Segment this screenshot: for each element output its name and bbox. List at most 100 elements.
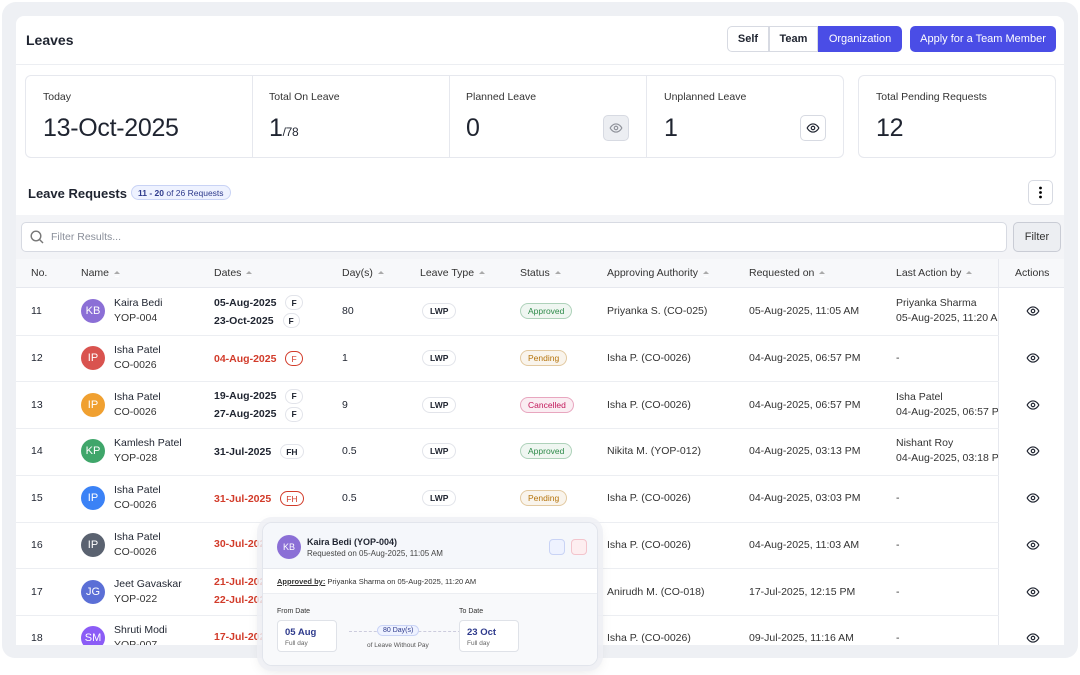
column-header: Actions: [1015, 267, 1050, 279]
leave-date: 05-Aug-2025 F: [214, 295, 303, 311]
status-badge: Approved: [520, 303, 573, 320]
eye-icon[interactable]: [1026, 585, 1040, 599]
stat-suffix: /78: [282, 125, 299, 139]
cancel-button[interactable]: [571, 539, 587, 555]
last-action-at: 04-Aug-2025, 06:57 PM: [896, 405, 998, 418]
column-header[interactable]: Day(s): [342, 267, 384, 279]
day-count: 0.5: [342, 492, 357, 505]
column-header[interactable]: Last Action by: [896, 267, 973, 279]
requested-on: 04-Aug-2025, 06:57 PM: [749, 352, 861, 365]
leave-type: LWP: [422, 396, 457, 413]
stat-value: 12: [876, 114, 904, 142]
table-header: [16, 259, 1064, 288]
sort-icon[interactable]: [819, 271, 826, 274]
stat-label: Today: [43, 91, 72, 103]
row-number: 11: [31, 305, 42, 318]
search-placeholder: Filter Results...: [51, 231, 122, 243]
stat-label: Planned Leave: [466, 91, 537, 103]
eye-pupil: [1030, 309, 1036, 314]
stat-label: Total Pending Requests: [876, 91, 987, 103]
approving-authority: Isha P. (CO-0026): [607, 352, 691, 365]
stat-divider: [646, 76, 647, 157]
eye-outline: [1026, 493, 1040, 503]
eye-icon[interactable]: [806, 121, 820, 135]
row-number: 12: [31, 352, 43, 365]
employee-name: Kamlesh Patel: [114, 437, 182, 450]
more-button[interactable]: [1028, 180, 1053, 205]
days-sub: of Leave Without Pay: [367, 642, 429, 649]
employee-name: Shruti Modi: [114, 624, 168, 637]
scope-tab[interactable]: Self: [727, 26, 769, 52]
avatar: IP: [81, 532, 105, 557]
scope-tab[interactable]: Team: [769, 26, 818, 52]
day-count: 1: [342, 352, 348, 365]
approving-authority: Anirudh M. (CO-018): [607, 585, 705, 598]
eye-icon[interactable]: [1026, 538, 1040, 552]
sort-icon[interactable]: [377, 271, 384, 274]
leave-type: LWP: [422, 443, 457, 460]
actions-divider: [998, 259, 999, 659]
stat-value: 1/78: [269, 114, 299, 142]
eye-outline: [609, 123, 623, 133]
search-box[interactable]: [21, 222, 1007, 252]
eye-pupil: [1030, 402, 1036, 408]
avatar: JG: [81, 579, 105, 604]
column-header[interactable]: Name: [81, 267, 121, 279]
eye-icon[interactable]: [1026, 304, 1040, 318]
eye-outline: [1026, 586, 1040, 597]
eye-pupil: [1030, 355, 1036, 361]
column-header[interactable]: Status: [520, 267, 561, 279]
stat-divider: [252, 76, 253, 157]
eye-button[interactable]: [800, 115, 826, 141]
leave-type: LWP: [422, 490, 457, 507]
row-number: 13: [31, 398, 43, 411]
requests-title: Leave Requests: [28, 186, 127, 201]
day-part-tag: FH: [280, 444, 304, 460]
scope-tab[interactable]: Organization: [818, 26, 902, 52]
to-box: [459, 620, 519, 652]
day-part-tag: F: [285, 388, 303, 404]
apply-button[interactable]: Apply for a Team Member: [910, 26, 1056, 52]
eye-svg: [806, 123, 820, 133]
sort-icon[interactable]: [246, 271, 253, 274]
avatar: IP: [81, 392, 105, 417]
approving-authority: Nikita M. (YOP-012): [607, 445, 701, 458]
leave-date: 23-Oct-2025 F: [214, 313, 300, 329]
sort-icon[interactable]: [479, 271, 486, 274]
leave-type: LWP: [422, 350, 457, 367]
employee-code: CO-0026: [114, 545, 157, 558]
eye-icon[interactable]: [1026, 351, 1040, 365]
eye-icon[interactable]: [1026, 491, 1040, 505]
eye-outline: [1026, 306, 1040, 317]
last-action-by: -: [896, 492, 900, 505]
eye-icon[interactable]: [1026, 631, 1040, 645]
stat-label: Total On Leave: [269, 91, 340, 103]
request-popup: KB Kaira Bedi (YOP-004) Requested on 05-Au…: [262, 522, 598, 666]
eye-svg: [1026, 586, 1040, 597]
sort-icon[interactable]: [554, 271, 561, 274]
row-divider: [16, 334, 1064, 336]
eye-pupil: [810, 125, 816, 131]
column-header[interactable]: Dates: [214, 267, 253, 279]
eye-icon[interactable]: [609, 121, 623, 135]
status-badge: Pending: [520, 350, 568, 367]
column-header[interactable]: Requested on: [749, 267, 826, 279]
popup-approved: Approved by: Priyanka Sharma on 05-Aug-2…: [277, 577, 476, 586]
search-icon: [30, 230, 44, 244]
filter-button[interactable]: Filter: [1013, 222, 1061, 252]
row-number: 18: [31, 632, 43, 645]
status-badge: Approved: [520, 443, 573, 460]
leave-date: 27-Aug-2025 F: [214, 406, 303, 422]
edit-button[interactable]: [549, 539, 565, 555]
column-header[interactable]: Approving Authority: [607, 267, 710, 279]
employee-name: Isha Patel: [114, 390, 161, 403]
column-header[interactable]: Leave Type: [420, 267, 486, 279]
sort-icon[interactable]: [703, 271, 710, 274]
eye-icon[interactable]: [1026, 444, 1040, 458]
stat-value: 0: [466, 114, 480, 142]
eye-icon[interactable]: [1026, 398, 1040, 412]
sort-icon[interactable]: [114, 271, 121, 274]
eye-button[interactable]: [603, 115, 629, 141]
sort-icon[interactable]: [966, 271, 973, 274]
magnifier: [30, 230, 44, 244]
